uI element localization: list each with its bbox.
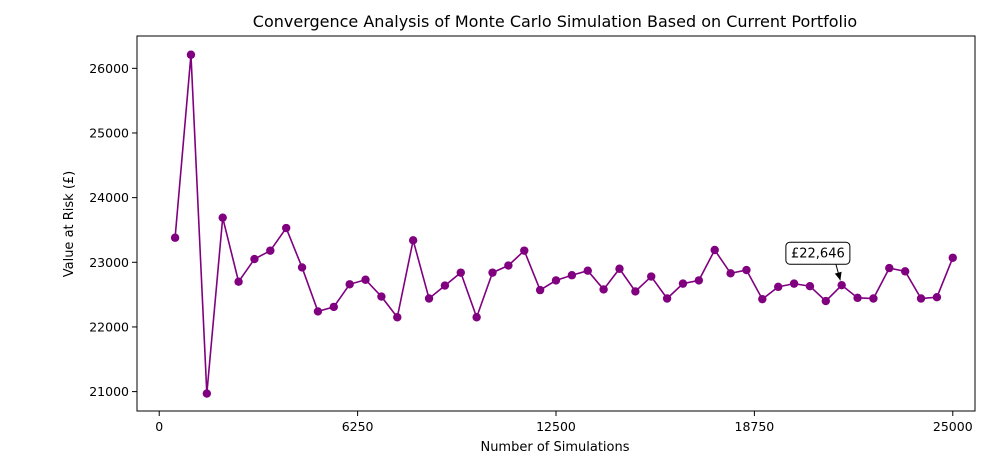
data-point xyxy=(281,223,291,233)
plot-area xyxy=(170,50,957,398)
data-point xyxy=(647,272,656,281)
data-point xyxy=(678,279,688,288)
data-point xyxy=(266,246,275,255)
data-point xyxy=(313,307,323,316)
data-point xyxy=(631,287,640,296)
y-tick-label: 22000 xyxy=(89,319,129,334)
data-point xyxy=(186,50,196,59)
x-tick-label: 6250 xyxy=(342,419,374,434)
data-point xyxy=(821,296,831,306)
series-line xyxy=(174,54,954,394)
data-point xyxy=(551,276,561,285)
data-point xyxy=(408,236,418,245)
data-point xyxy=(456,268,465,277)
data-point xyxy=(345,280,354,289)
data-point xyxy=(440,281,450,290)
y-tick-label: 24000 xyxy=(89,190,129,205)
x-tick-label: 18750 xyxy=(735,419,775,434)
annotation-box xyxy=(785,241,851,265)
data-point xyxy=(250,254,259,264)
annotation-label: £22,646 xyxy=(791,247,845,262)
x-tick-label: 0 xyxy=(155,419,163,434)
data-point xyxy=(504,261,513,270)
data-point xyxy=(377,292,386,301)
x-tick-label: 25000 xyxy=(933,419,973,434)
data-point xyxy=(297,263,307,272)
data-point xyxy=(393,313,402,322)
data-point xyxy=(869,294,878,303)
data-point xyxy=(488,268,497,277)
data-point xyxy=(805,282,815,291)
data-point xyxy=(234,277,243,286)
annotation-arrowhead xyxy=(834,271,842,281)
data-point xyxy=(599,285,608,294)
annotation-layer: £22,646 xyxy=(785,241,851,281)
data-point xyxy=(710,245,719,255)
data-point xyxy=(726,269,735,278)
data-point xyxy=(773,282,783,292)
data-point xyxy=(170,233,180,242)
data-point xyxy=(202,389,212,398)
x-tick-label: 12500 xyxy=(536,419,576,434)
data-point xyxy=(583,266,592,275)
data-point xyxy=(900,267,910,276)
data-point xyxy=(758,294,767,304)
y-tick-label: 21000 xyxy=(89,384,129,399)
y-tick-label: 25000 xyxy=(89,125,129,140)
data-point xyxy=(520,246,529,255)
y-tick-label: 23000 xyxy=(89,255,129,270)
data-point xyxy=(615,264,624,273)
data-point xyxy=(916,294,926,303)
data-point xyxy=(837,280,846,290)
chart-title: Convergence Analysis of Monte Carlo Simu… xyxy=(253,12,857,31)
data-point xyxy=(885,263,894,273)
y-axis: 21000 22000 23000 24000 25000 26000 xyxy=(89,61,137,399)
data-point xyxy=(932,293,942,302)
data-point xyxy=(789,279,799,288)
y-axis-label: Value at Risk (£) xyxy=(62,171,77,278)
data-point xyxy=(567,271,577,280)
y-tick-label: 26000 xyxy=(89,61,129,76)
data-point xyxy=(472,313,481,322)
plot-frame xyxy=(136,35,976,412)
data-point xyxy=(694,276,704,285)
data-point xyxy=(218,213,227,222)
data-point xyxy=(361,275,370,284)
x-axis-label: Number of Simulations xyxy=(480,440,629,455)
data-point xyxy=(948,253,957,262)
data-point xyxy=(535,285,545,295)
data-point xyxy=(662,294,672,303)
data-point xyxy=(853,293,862,303)
data-point xyxy=(424,294,434,303)
data-point xyxy=(742,265,751,275)
x-axis: 0 6250 12500 18750 25000 xyxy=(155,411,973,434)
data-point xyxy=(329,302,339,312)
